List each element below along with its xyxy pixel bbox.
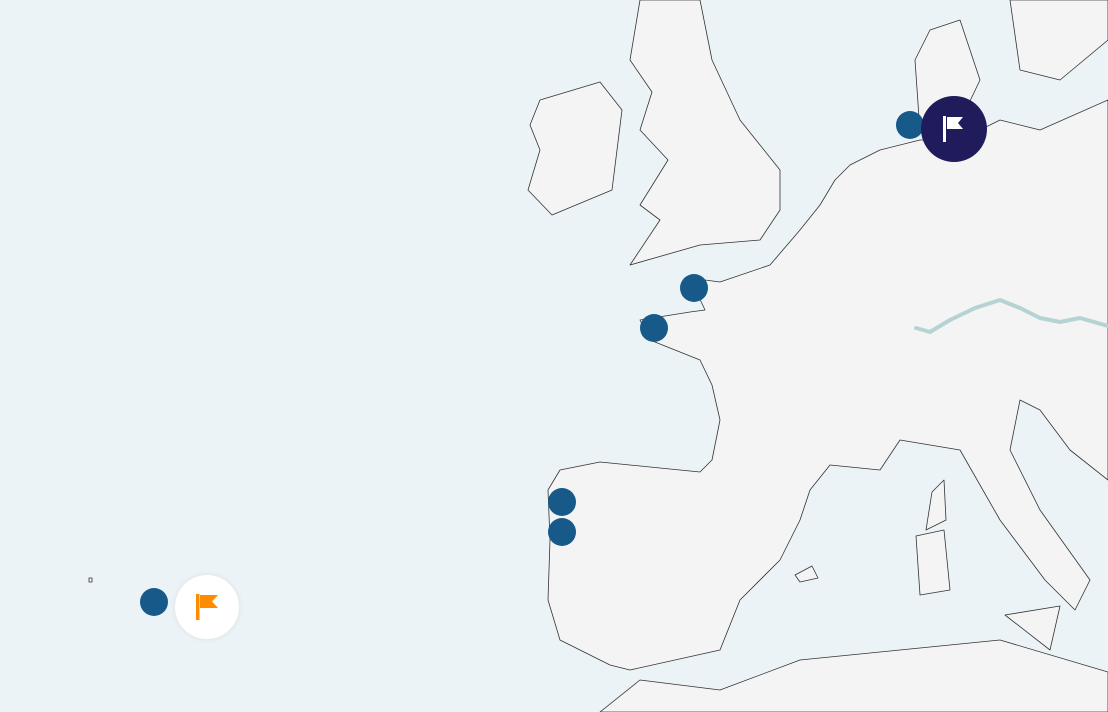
location-marker[interactable] xyxy=(640,314,668,342)
landmasses xyxy=(88,0,1108,712)
location-marker[interactable] xyxy=(140,588,168,616)
flag-icon xyxy=(196,594,218,620)
land-sicily xyxy=(1004,605,1061,651)
land-scandinavia xyxy=(1009,0,1108,81)
selected-flag-marker[interactable] xyxy=(921,96,987,162)
land-mallorca xyxy=(794,565,819,583)
location-marker[interactable] xyxy=(548,488,576,516)
river-danube xyxy=(914,298,1108,334)
location-marker[interactable] xyxy=(680,274,708,302)
land-ireland xyxy=(527,81,623,216)
location-marker[interactable] xyxy=(548,518,576,546)
land-great-britain xyxy=(629,0,781,266)
land-continental-europe xyxy=(547,99,1108,671)
location-marker[interactable] xyxy=(896,111,924,139)
origin-flag-marker[interactable] xyxy=(175,575,239,639)
land-corsica xyxy=(925,479,947,531)
flag-icon xyxy=(943,116,963,142)
land-azores-islet xyxy=(88,577,93,583)
land-north-africa xyxy=(599,639,1108,712)
land-sardinia xyxy=(915,529,951,596)
